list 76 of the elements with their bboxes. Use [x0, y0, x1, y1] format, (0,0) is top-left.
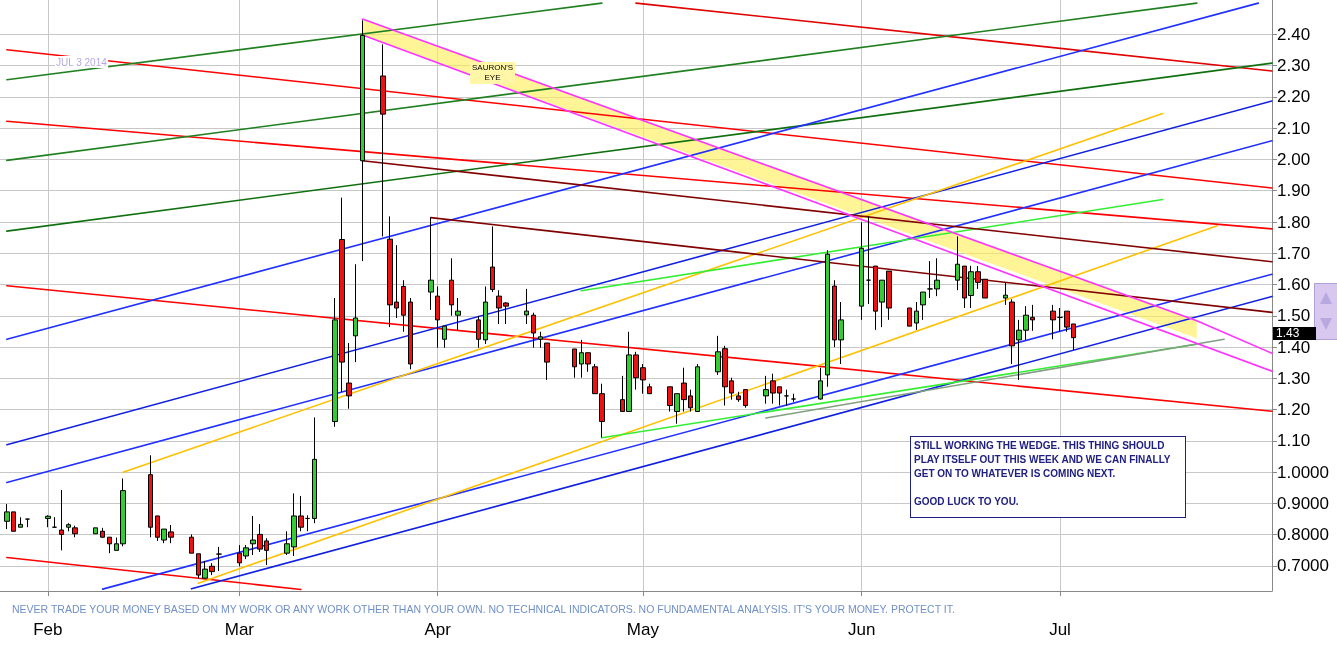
candlestick	[449, 257, 454, 317]
annotation: SAURON'S EYE	[470, 62, 516, 84]
x-tick-label: Mar	[224, 620, 255, 639]
candlestick	[538, 331, 543, 349]
y-tick-label: 1.60	[1277, 275, 1311, 295]
candlestick	[544, 342, 550, 381]
candlestick	[914, 301, 919, 331]
text: STILL WORKING THE WEDGE. THIS THING SHOULD PLAY ITSELF OUT THIS WEEK AND WE CAN FINALLY GET ON TO WHATEVER IS COMING NEXT. GOOD LUCK TO YOU.	[914, 440, 1171, 507]
candlestick	[490, 225, 495, 293]
candlestick	[346, 342, 352, 410]
candlestick	[825, 249, 830, 388]
candlestick	[920, 291, 926, 321]
candlestick	[216, 546, 222, 572]
x-tick-label: Jul	[1049, 620, 1071, 639]
text: NEVER TRADE YOUR MONEY BASED ON MY WORK OR ANY WORK OTHER THAN YOUR OWN. NO TECHNICAL INDICATORS. NO FUNDAMENTAL ANALYSIS. IT'S YOUR MONEY. PROTECT IT.	[12, 603, 955, 615]
y-tick-label: 2.20	[1277, 87, 1311, 107]
y-tick-label: 1.90	[1277, 181, 1311, 201]
candlestick	[312, 416, 317, 524]
candlestick	[866, 215, 871, 305]
candlestick	[442, 325, 447, 349]
candlestick	[189, 533, 194, 554]
candlestick	[107, 536, 112, 554]
candlestick	[907, 307, 912, 327]
candlestick	[25, 518, 30, 528]
y-tick-label: 1.0000	[1277, 462, 1329, 482]
candlestick	[435, 285, 440, 349]
candlestick	[52, 516, 57, 528]
y-tick-label: 2.30	[1277, 56, 1311, 76]
candlestick	[59, 489, 64, 551]
candlestick	[148, 454, 153, 538]
y-tick-label: 2.10	[1277, 118, 1311, 138]
y-tick-label: 2.40	[1277, 24, 1311, 44]
y-tick-label: 0.8000	[1277, 525, 1329, 545]
x-tick-label: Feb	[33, 620, 63, 639]
candlestick	[531, 312, 536, 349]
candlestick	[647, 383, 652, 395]
y-tick-label: 1.10	[1277, 431, 1311, 451]
y-tick-label: 1.50	[1277, 306, 1311, 326]
y-tick-label: 0.7000	[1277, 556, 1329, 576]
candlestick	[955, 235, 960, 291]
candlestick	[353, 263, 358, 363]
candlestick	[818, 367, 823, 401]
candlestick	[93, 527, 98, 535]
candlestick	[1050, 304, 1056, 340]
candlestick	[743, 389, 748, 409]
y-tick-label: 1.20	[1277, 400, 1311, 420]
x-tick-label: May	[626, 620, 660, 639]
candlestick	[18, 516, 23, 528]
candlestick	[305, 514, 310, 532]
y-tick-label: 1.40	[1277, 337, 1311, 357]
x-tick-label: Jun	[847, 620, 876, 639]
y-tick-label: 0.9000	[1277, 493, 1329, 513]
candlestick	[45, 514, 51, 528]
candlestick	[476, 315, 481, 349]
candlestick	[859, 221, 864, 321]
y-tick-label: 2.00	[1277, 149, 1311, 169]
candlestick	[784, 389, 789, 407]
candlestick	[428, 216, 434, 311]
y-tick-label: 1.80	[1277, 212, 1311, 232]
y-tick-label: 1.30	[1277, 368, 1311, 388]
candlestick	[736, 391, 741, 403]
text: JUL 3 2014	[56, 56, 108, 68]
candlestick	[401, 279, 406, 333]
candlestick	[483, 285, 488, 345]
candlestick	[455, 297, 461, 331]
y-tick-label: 1.70	[1277, 243, 1311, 263]
candlestick	[695, 363, 700, 413]
candlestick	[572, 348, 577, 379]
candlestick	[360, 19, 365, 262]
candlestick	[408, 297, 413, 370]
x-tick-label: Apr	[424, 620, 452, 639]
candlestick	[380, 43, 386, 237]
text: 1.43	[1273, 326, 1316, 340]
candlestick	[1003, 281, 1008, 306]
candlestick	[100, 527, 105, 539]
candlestick	[524, 288, 529, 325]
